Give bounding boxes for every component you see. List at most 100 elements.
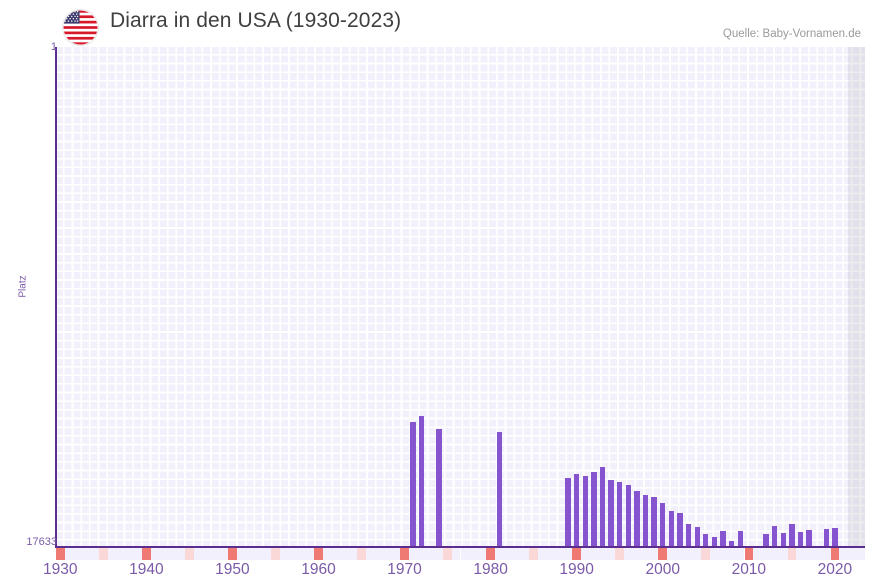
x-axis-tick-marker-major: [744, 548, 754, 560]
bar: [410, 422, 416, 547]
x-axis-tick-marker-minor: [770, 548, 779, 560]
chart-header: Diarra in den USA (1930-2023) Quelle: Ba…: [0, 0, 873, 47]
x-axis-tick-marker-minor: [193, 548, 203, 560]
x-axis-tick-marker-minor: [391, 548, 401, 560]
x-axis-tick-marker-minor: [649, 548, 659, 560]
bar: [806, 530, 812, 547]
x-axis-tick-marker-minor: [426, 548, 435, 560]
bar: [436, 429, 442, 547]
horizontal-gridlines: [56, 47, 865, 547]
x-axis-tick-marker-minor: [641, 548, 650, 560]
x-axis-tick-marker-minor: [331, 548, 340, 560]
x-axis-tick-marker-minor: [494, 548, 504, 560]
bar: [599, 467, 606, 547]
x-axis-tick-label: 1980: [473, 561, 508, 578]
x-axis-tick-marker-minor: [813, 548, 822, 560]
x-axis-tick-marker-minor: [322, 548, 332, 560]
x-axis-tick-marker-minor: [503, 548, 513, 560]
x-axis-tick-marker-minor: [245, 548, 254, 560]
x-axis-tick-marker-minor: [675, 548, 685, 560]
x-axis-tick-marker-minor: [305, 548, 315, 560]
bar: [797, 532, 804, 547]
bar: [789, 524, 795, 547]
y-axis-line: [55, 47, 57, 548]
x-axis-tick-marker-minor: [365, 548, 375, 560]
bar: [685, 524, 692, 547]
bar: [565, 478, 571, 547]
y-axis-tick-top: 1: [50, 41, 57, 53]
x-axis-tick-marker-minor: [451, 548, 461, 560]
bar: [642, 495, 649, 547]
x-axis-tick-label: 1950: [215, 561, 250, 578]
x-axis-tick-marker-minor: [417, 548, 427, 560]
x-axis-tick-marker-minor: [408, 548, 418, 560]
bar: [419, 416, 425, 547]
x-axis-tick-marker-minor: [555, 548, 564, 560]
us-flag-icon: [63, 10, 98, 45]
x-axis-tick-label: 2020: [817, 561, 853, 578]
x-axis-tick-marker-minor: [667, 548, 676, 560]
x-axis-tick-marker-minor: [150, 548, 160, 560]
bar: [634, 491, 640, 547]
x-axis-tick-marker-minor: [512, 548, 521, 560]
x-axis-tick-marker-minor: [357, 548, 366, 560]
x-axis-tick-marker-major: [658, 548, 668, 560]
x-axis-tick-marker-minor: [107, 548, 117, 560]
x-axis-tick-marker-minor: [710, 548, 719, 560]
x-axis-tick-marker-minor: [90, 548, 100, 560]
x-axis-tick-marker-major: [142, 548, 151, 560]
bar: [694, 527, 700, 547]
x-axis-tick-marker-major: [56, 548, 65, 560]
x-axis-tick-marker-minor: [546, 548, 556, 560]
bar: [668, 511, 675, 547]
x-axis-tick-marker-minor: [580, 548, 590, 560]
x-axis-tick-marker-minor: [787, 548, 797, 560]
x-axis-tick-marker-minor: [727, 548, 736, 560]
plot-area: [56, 47, 865, 547]
x-axis-tick-label: 1960: [301, 561, 336, 578]
x-axis-tick-marker-minor: [821, 548, 831, 560]
x-axis-tick-marker-major: [572, 548, 581, 560]
x-axis-tick-marker-major: [486, 548, 495, 560]
x-axis-ticks: 1930 1940 1950 1960 1970 1980 1990 2000 2010 2020: [43, 548, 865, 587]
x-axis-tick-marker-minor: [219, 548, 229, 560]
x-axis-tick-marker-minor: [632, 548, 642, 560]
x-axis-tick-marker-minor: [124, 548, 134, 560]
x-axis-tick-marker-minor: [589, 548, 599, 560]
x-axis-tick-marker-major: [228, 548, 237, 560]
x-axis-tick-marker-minor: [624, 548, 633, 560]
bar: [617, 482, 623, 547]
x-axis-tick-marker-minor: [133, 548, 143, 560]
x-axis-tick-marker-minor: [856, 548, 865, 560]
bar: [823, 529, 829, 547]
bar: [728, 541, 735, 547]
x-axis-tick-marker-minor: [718, 548, 728, 560]
x-axis-tick-label: 1990: [559, 561, 594, 578]
x-axis-tick-marker-minor: [684, 548, 693, 560]
bar: [651, 497, 657, 547]
x-axis-tick-marker-minor: [477, 548, 487, 560]
bar: [737, 531, 743, 547]
x-axis-tick-label: 2010: [731, 561, 767, 578]
x-axis-tick-marker-minor: [185, 548, 194, 560]
x-axis-tick-marker-minor: [348, 548, 358, 560]
bar: [763, 534, 769, 547]
x-axis-tick-label: 1940: [129, 561, 164, 578]
x-axis-tick-marker-minor: [116, 548, 125, 560]
x-axis-tick-marker-minor: [253, 548, 263, 560]
x-axis-tick-marker-minor: [460, 548, 470, 560]
x-axis-tick-marker-minor: [202, 548, 211, 560]
x-axis-tick-marker-minor: [606, 548, 616, 560]
x-axis-tick-marker-minor: [210, 548, 220, 560]
bar: [574, 474, 580, 547]
x-axis-tick-label: 1970: [387, 561, 422, 578]
x-axis-tick-marker-minor: [701, 548, 711, 560]
x-axis-tick-marker-minor: [73, 548, 82, 560]
x-axis-tick-marker-minor: [804, 548, 814, 560]
x-axis-tick-marker-minor: [796, 548, 805, 560]
x-axis-tick-marker-minor: [537, 548, 547, 560]
bar: [832, 528, 838, 547]
bar: [703, 534, 709, 547]
x-axis-tick-marker-minor: [288, 548, 297, 560]
